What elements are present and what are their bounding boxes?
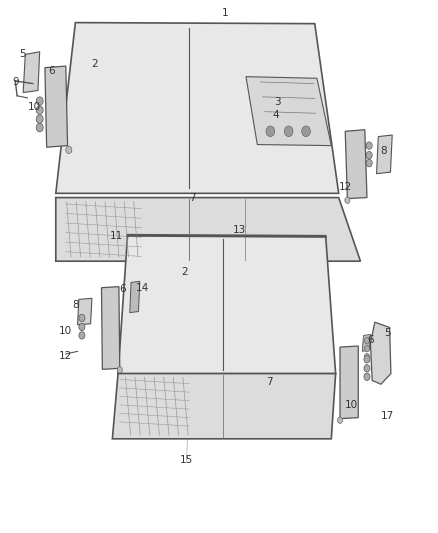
Polygon shape	[45, 66, 67, 147]
Circle shape	[79, 332, 85, 339]
Polygon shape	[377, 135, 392, 174]
Text: 10: 10	[345, 400, 358, 410]
Polygon shape	[56, 22, 339, 193]
Text: 8: 8	[72, 300, 79, 310]
Circle shape	[364, 345, 370, 352]
Polygon shape	[118, 235, 336, 374]
Circle shape	[366, 151, 372, 159]
Polygon shape	[56, 198, 360, 261]
Circle shape	[366, 159, 372, 167]
Polygon shape	[340, 346, 358, 419]
Text: 7: 7	[266, 377, 272, 387]
Text: 5: 5	[19, 50, 25, 59]
Text: 5: 5	[385, 328, 391, 338]
Circle shape	[302, 126, 311, 136]
Circle shape	[266, 126, 275, 136]
Circle shape	[364, 356, 370, 363]
Text: 9: 9	[12, 77, 19, 87]
Text: 14: 14	[136, 282, 149, 293]
Polygon shape	[78, 298, 92, 325]
Circle shape	[337, 417, 343, 423]
Text: 12: 12	[59, 351, 72, 361]
Text: 12: 12	[339, 182, 352, 192]
Text: 17: 17	[381, 411, 395, 421]
Text: 13: 13	[233, 225, 247, 236]
Circle shape	[366, 142, 372, 149]
Text: 10: 10	[59, 326, 72, 336]
Circle shape	[36, 115, 43, 123]
Circle shape	[284, 126, 293, 136]
Text: 6: 6	[48, 67, 55, 76]
Text: 3: 3	[275, 97, 281, 107]
Polygon shape	[130, 281, 140, 313]
Circle shape	[345, 197, 350, 204]
Circle shape	[66, 146, 72, 154]
Text: 2: 2	[181, 267, 187, 277]
Polygon shape	[362, 334, 371, 351]
Polygon shape	[23, 52, 40, 93]
Polygon shape	[246, 77, 331, 146]
Circle shape	[36, 97, 43, 106]
Circle shape	[364, 353, 370, 360]
Text: 10: 10	[28, 102, 41, 112]
Text: 2: 2	[92, 59, 98, 69]
Polygon shape	[371, 322, 391, 384]
Polygon shape	[113, 374, 336, 439]
Text: 4: 4	[272, 110, 279, 120]
Circle shape	[117, 367, 122, 373]
Circle shape	[364, 365, 370, 372]
Circle shape	[36, 106, 43, 114]
Circle shape	[79, 323, 85, 330]
Polygon shape	[345, 130, 367, 199]
Circle shape	[79, 314, 85, 321]
Text: 11: 11	[110, 231, 124, 241]
Circle shape	[364, 337, 370, 344]
Text: 7: 7	[190, 192, 196, 203]
Text: 6: 6	[119, 284, 126, 294]
Text: 6: 6	[367, 335, 374, 345]
Text: 1: 1	[222, 8, 229, 18]
Circle shape	[36, 123, 43, 132]
Circle shape	[364, 373, 370, 381]
Text: 8: 8	[380, 146, 387, 156]
Text: 15: 15	[180, 455, 193, 465]
Polygon shape	[102, 287, 120, 369]
